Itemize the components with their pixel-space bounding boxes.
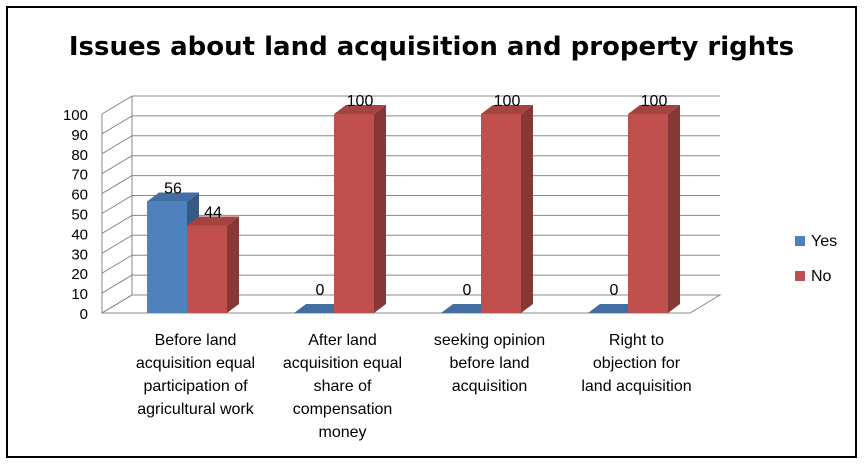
y-tick-label: 40 <box>71 226 88 243</box>
gridline-side <box>101 254 133 274</box>
x-tick-label: compensation <box>293 401 393 418</box>
y-tick-label: 90 <box>71 127 88 144</box>
gridline-side <box>101 135 133 155</box>
y-tick-label: 20 <box>71 266 88 283</box>
y-tick-label: 30 <box>71 246 88 263</box>
legend-swatch-yes <box>795 236 805 246</box>
data-label: 0 <box>316 282 325 299</box>
bar-top <box>294 304 346 313</box>
y-tick-label: 60 <box>71 187 88 204</box>
bar-top <box>588 304 640 313</box>
bar-yes <box>147 201 187 313</box>
data-label: 100 <box>347 93 374 110</box>
gridline-side <box>101 195 133 214</box>
bar-top <box>147 192 199 202</box>
bar-top <box>441 304 493 313</box>
x-tick-label: Before land <box>155 332 237 349</box>
legend-label-yes: Yes <box>811 233 837 250</box>
bar-top <box>481 105 533 114</box>
x-tick-label: acquisition <box>452 378 528 395</box>
data-label: 100 <box>641 93 668 110</box>
gridline-side <box>101 234 133 254</box>
x-tick-label: acquisition equal <box>283 355 402 372</box>
bar-no <box>187 225 227 313</box>
gridline-side <box>101 214 133 234</box>
x-tick-label: acquisition equal <box>136 355 255 372</box>
gridline-side <box>101 274 133 294</box>
legend-label-no: No <box>811 268 832 285</box>
y-tick-label: 0 <box>80 306 88 323</box>
x-tick-label: After land <box>308 332 376 349</box>
bar-top <box>628 105 680 114</box>
y-tick-label: 50 <box>71 207 88 224</box>
chart-title: Issues about land acquisition and proper… <box>68 32 795 62</box>
data-label: 0 <box>610 282 619 299</box>
x-tick-label: land acquisition <box>581 378 691 395</box>
x-tick-label: objection for <box>593 355 681 372</box>
bar-side <box>374 105 386 313</box>
gridline-side <box>101 155 133 175</box>
bar-no <box>628 114 668 313</box>
data-label: 100 <box>494 93 521 110</box>
data-label: 56 <box>164 181 182 198</box>
bar-side <box>227 216 239 313</box>
y-tick-label: 10 <box>71 286 88 303</box>
y-tick-label: 70 <box>71 167 88 184</box>
gridline-side <box>101 115 133 135</box>
x-tick-label: before land <box>449 355 529 372</box>
bar-top <box>187 216 239 226</box>
bar-side <box>668 105 680 313</box>
bar-no <box>481 114 521 313</box>
x-tick-label: agricultural work <box>137 401 254 418</box>
y-tick-label: 100 <box>63 107 88 124</box>
gridline-side <box>101 95 133 115</box>
bar-top <box>334 105 386 114</box>
data-label: 44 <box>204 204 222 221</box>
x-tick-label: Right to <box>609 332 664 349</box>
x-tick-label: participation of <box>143 378 248 395</box>
x-tick-label: money <box>318 424 366 441</box>
y-tick-label: 80 <box>71 147 88 164</box>
bar-side <box>521 105 533 313</box>
gridline-side <box>101 175 133 195</box>
x-tick-label: seeking opinion <box>434 332 545 349</box>
legend-swatch-no <box>795 271 805 281</box>
x-tick-label: share of <box>314 378 372 395</box>
bar-no <box>334 114 374 313</box>
data-label: 0 <box>463 282 472 299</box>
